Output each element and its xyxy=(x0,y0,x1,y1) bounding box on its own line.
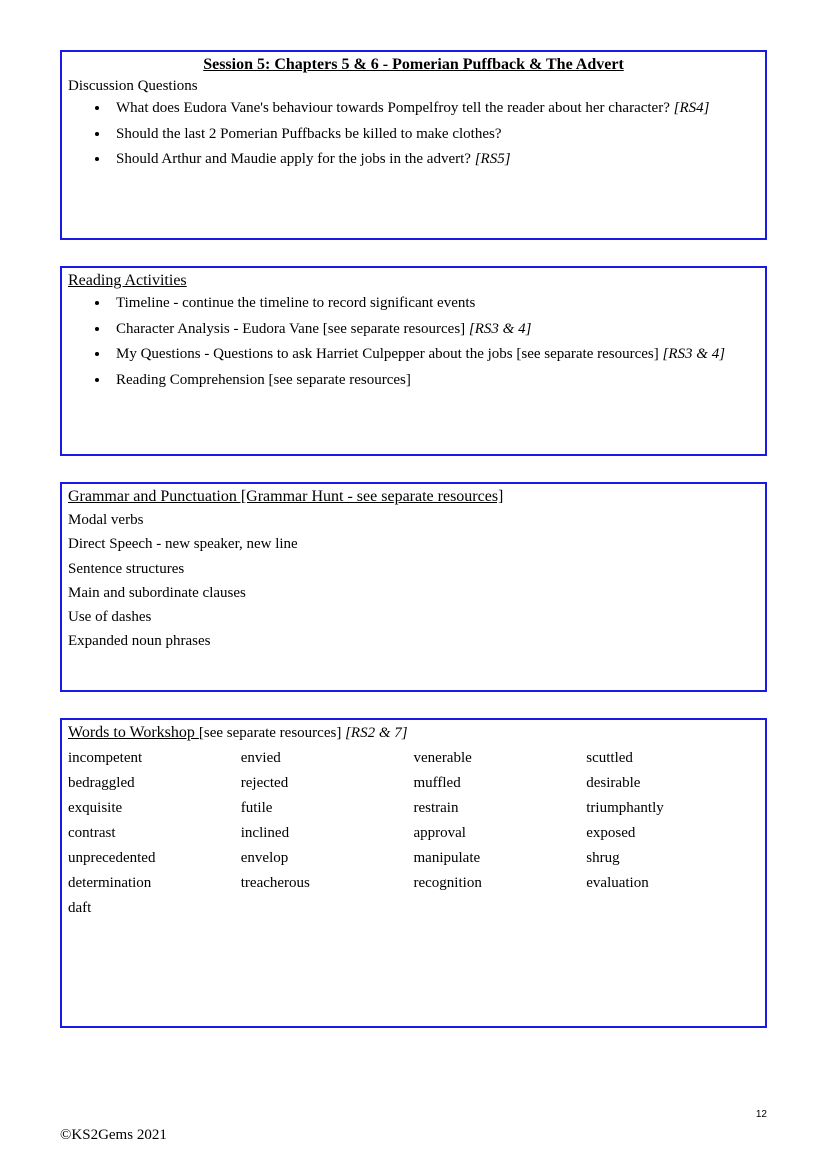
copyright: ©KS2Gems 2021 xyxy=(60,1127,167,1144)
table-cell: shrug xyxy=(586,846,759,871)
table-cell: evaluation xyxy=(586,871,759,896)
table-cell: venerable xyxy=(414,746,587,771)
table-row: bedraggled rejected muffled desirable xyxy=(68,771,759,796)
words-box: Words to Workshop [see separate resource… xyxy=(60,718,767,1028)
grammar-item: Expanded noun phrases xyxy=(68,631,759,651)
item-text: Should the last 2 Pomerian Puffbacks be … xyxy=(116,126,501,142)
item-ref: [RS4] xyxy=(674,100,710,116)
discussion-list: What does Eudora Vane's behaviour toward… xyxy=(68,99,759,170)
item-text: My Questions - Questions to ask Harriet … xyxy=(116,346,659,362)
item-ref: [RS3 & 4] xyxy=(469,321,532,337)
table-cell xyxy=(414,896,587,921)
list-item: My Questions - Questions to ask Harriet … xyxy=(110,345,759,365)
words-heading-ref: [RS2 & 7] xyxy=(345,725,408,741)
item-text: Character Analysis - Eudora Vane [see se… xyxy=(116,321,465,337)
item-text: Reading Comprehension [see separate reso… xyxy=(116,372,411,388)
table-cell: envelop xyxy=(241,846,414,871)
table-cell: contrast xyxy=(68,821,241,846)
table-row: determination treacherous recognition ev… xyxy=(68,871,759,896)
grammar-item: Modal verbs xyxy=(68,510,759,530)
table-cell: daft xyxy=(68,896,241,921)
table-cell: unprecedented xyxy=(68,846,241,871)
words-table: incompetent envied venerable scuttled be… xyxy=(68,746,759,921)
words-heading-extra: [see separate resources] xyxy=(199,725,341,741)
table-cell xyxy=(241,896,414,921)
reading-box: Reading Activities Timeline - continue t… xyxy=(60,266,767,456)
grammar-list: Modal verbs Direct Speech - new speaker,… xyxy=(68,510,759,652)
table-row: contrast inclined approval exposed xyxy=(68,821,759,846)
table-cell: approval xyxy=(414,821,587,846)
discussion-heading: Discussion Questions xyxy=(68,78,759,95)
table-cell: determination xyxy=(68,871,241,896)
discussion-box: Session 5: Chapters 5 & 6 - Pomerian Puf… xyxy=(60,50,767,240)
table-cell: recognition xyxy=(414,871,587,896)
table-cell xyxy=(586,896,759,921)
session-title: Session 5: Chapters 5 & 6 - Pomerian Puf… xyxy=(68,56,759,74)
table-cell: treacherous xyxy=(241,871,414,896)
item-text: Should Arthur and Maudie apply for the j… xyxy=(116,151,471,167)
words-heading: Words to Workshop [see separate resource… xyxy=(68,724,759,742)
item-ref: [RS3 & 4] xyxy=(663,346,726,362)
table-cell: inclined xyxy=(241,821,414,846)
table-cell: exquisite xyxy=(68,796,241,821)
page-number: 12 xyxy=(756,1109,767,1120)
table-cell: manipulate xyxy=(414,846,587,871)
table-row: exquisite futile restrain triumphantly xyxy=(68,796,759,821)
table-cell: rejected xyxy=(241,771,414,796)
table-cell: triumphantly xyxy=(586,796,759,821)
grammar-item: Direct Speech - new speaker, new line xyxy=(68,534,759,554)
grammar-item: Main and subordinate clauses xyxy=(68,583,759,603)
item-ref: [RS5] xyxy=(475,151,511,167)
reading-heading: Reading Activities xyxy=(68,272,759,290)
grammar-heading: Grammar and Punctuation [Grammar Hunt - … xyxy=(68,488,759,506)
table-row: unprecedented envelop manipulate shrug xyxy=(68,846,759,871)
list-item: Should Arthur and Maudie apply for the j… xyxy=(110,150,759,170)
list-item: What does Eudora Vane's behaviour toward… xyxy=(110,99,759,119)
reading-list: Timeline - continue the timeline to reco… xyxy=(68,294,759,390)
table-cell: bedraggled xyxy=(68,771,241,796)
item-text: Timeline - continue the timeline to reco… xyxy=(116,295,475,311)
table-cell: futile xyxy=(241,796,414,821)
grammar-box: Grammar and Punctuation [Grammar Hunt - … xyxy=(60,482,767,692)
table-cell: exposed xyxy=(586,821,759,846)
page: Session 5: Chapters 5 & 6 - Pomerian Puf… xyxy=(0,0,827,1170)
table-cell: incompetent xyxy=(68,746,241,771)
list-item: Character Analysis - Eudora Vane [see se… xyxy=(110,320,759,340)
table-cell: restrain xyxy=(414,796,587,821)
table-cell: muffled xyxy=(414,771,587,796)
table-row: daft xyxy=(68,896,759,921)
table-cell: envied xyxy=(241,746,414,771)
item-text: What does Eudora Vane's behaviour toward… xyxy=(116,100,670,116)
grammar-item: Sentence structures xyxy=(68,559,759,579)
grammar-item: Use of dashes xyxy=(68,607,759,627)
list-item: Timeline - continue the timeline to reco… xyxy=(110,294,759,314)
words-heading-main: Words to Workshop xyxy=(68,724,199,741)
table-row: incompetent envied venerable scuttled xyxy=(68,746,759,771)
list-item: Should the last 2 Pomerian Puffbacks be … xyxy=(110,125,759,145)
table-cell: scuttled xyxy=(586,746,759,771)
table-cell: desirable xyxy=(586,771,759,796)
list-item: Reading Comprehension [see separate reso… xyxy=(110,371,759,391)
